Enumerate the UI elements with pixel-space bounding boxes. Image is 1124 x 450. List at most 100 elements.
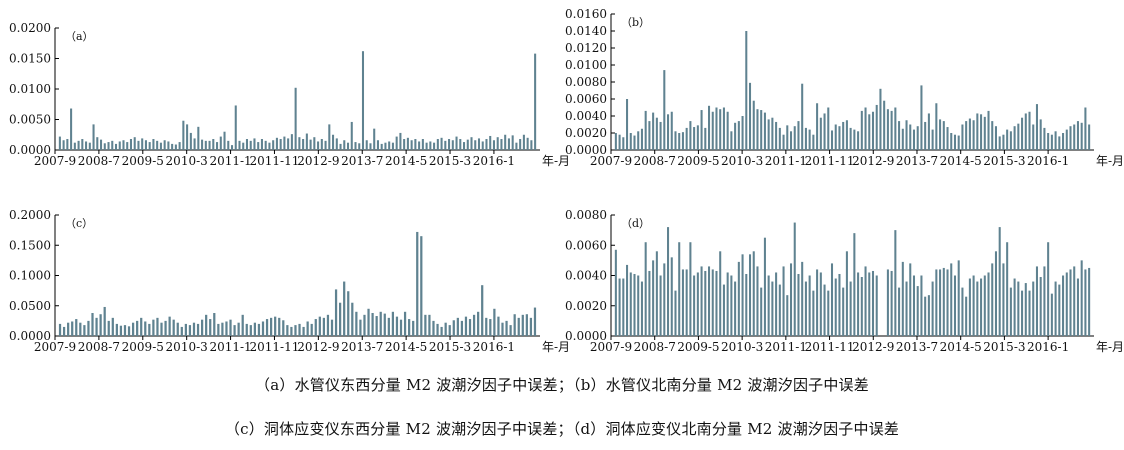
bar [85,141,88,150]
bar [849,281,852,336]
bar [1076,121,1079,150]
bar [748,82,752,150]
bar [708,105,711,150]
bar [501,322,504,336]
bar [968,118,971,150]
bar [376,140,379,150]
x-tick-label: 2011-1 [209,154,251,168]
bar [614,249,617,336]
bar [763,112,766,150]
bar [156,140,159,150]
bar [99,314,102,336]
bar [950,133,953,150]
bar [648,270,651,336]
bar [180,326,183,336]
bar [786,125,789,150]
bar [320,139,323,150]
bar [88,142,91,150]
bar [462,142,466,150]
x-tick-label: 2010-3 [166,340,208,354]
bar [233,325,236,336]
bar [1024,283,1027,336]
x-tick-label: 2015-3 [429,340,471,354]
bar [525,314,528,336]
bar [622,137,625,150]
bar [812,290,815,336]
bar [618,134,621,150]
bar [387,317,390,336]
panel-label: （d） [621,217,650,230]
bar [760,110,763,150]
bar [778,127,781,150]
bar [1039,119,1042,150]
x-tick-label: 2013-7 [341,340,383,354]
bar [912,129,916,150]
bar [421,139,424,150]
bar [274,316,277,336]
bar [704,127,707,150]
bar [133,137,136,150]
x-tick-label: 2014-5 [385,340,427,354]
bar [924,121,927,150]
bar [261,321,265,336]
bar [451,140,454,150]
bar [459,139,462,150]
bar [234,105,237,150]
bar [670,257,673,336]
bar [752,251,755,336]
bar [257,323,261,336]
bar [868,272,871,336]
x-tick-label: 2009-5 [677,154,719,168]
bar [860,277,863,336]
bar [238,140,241,150]
bar [533,307,537,336]
bar [924,296,927,336]
bar [957,260,960,336]
bar [1043,266,1046,336]
bar [324,140,327,150]
bar [823,284,826,336]
bar [477,311,480,336]
bar [221,322,224,336]
bar [946,269,949,336]
y-tick-label: 0.1000 [9,269,51,283]
bar [1069,126,1072,150]
bar [196,323,200,336]
bar [722,284,725,336]
bar [328,124,331,150]
bar [278,317,281,336]
bar [163,140,166,150]
bar [942,121,945,150]
bar [696,125,699,150]
bar [711,111,714,150]
bar [1076,278,1079,336]
x-tick-label: 2011-11 [250,340,300,354]
bar [1021,117,1024,150]
bar [472,314,476,336]
y-tick-label: 0.0020 [565,126,607,140]
bar [489,135,492,150]
bar [737,121,740,150]
bar [648,121,651,150]
bar [391,142,394,150]
bar [931,281,934,336]
bar [383,313,386,336]
bar [927,295,930,336]
y-tick-label: 0.0000 [9,329,51,343]
bar [290,326,293,336]
bar [722,107,725,150]
bar [931,129,934,150]
bar [1024,113,1027,150]
bar [156,317,159,336]
bar [219,136,222,150]
bar [748,254,752,336]
x-tick-label: 2009-5 [122,154,164,168]
bar [700,110,703,150]
y-tick-label: 0.0000 [9,143,51,157]
bar [310,323,313,336]
bar [741,116,744,150]
x-tick-label: 2013-7 [896,154,938,168]
bar [760,287,763,336]
bar [823,113,826,150]
